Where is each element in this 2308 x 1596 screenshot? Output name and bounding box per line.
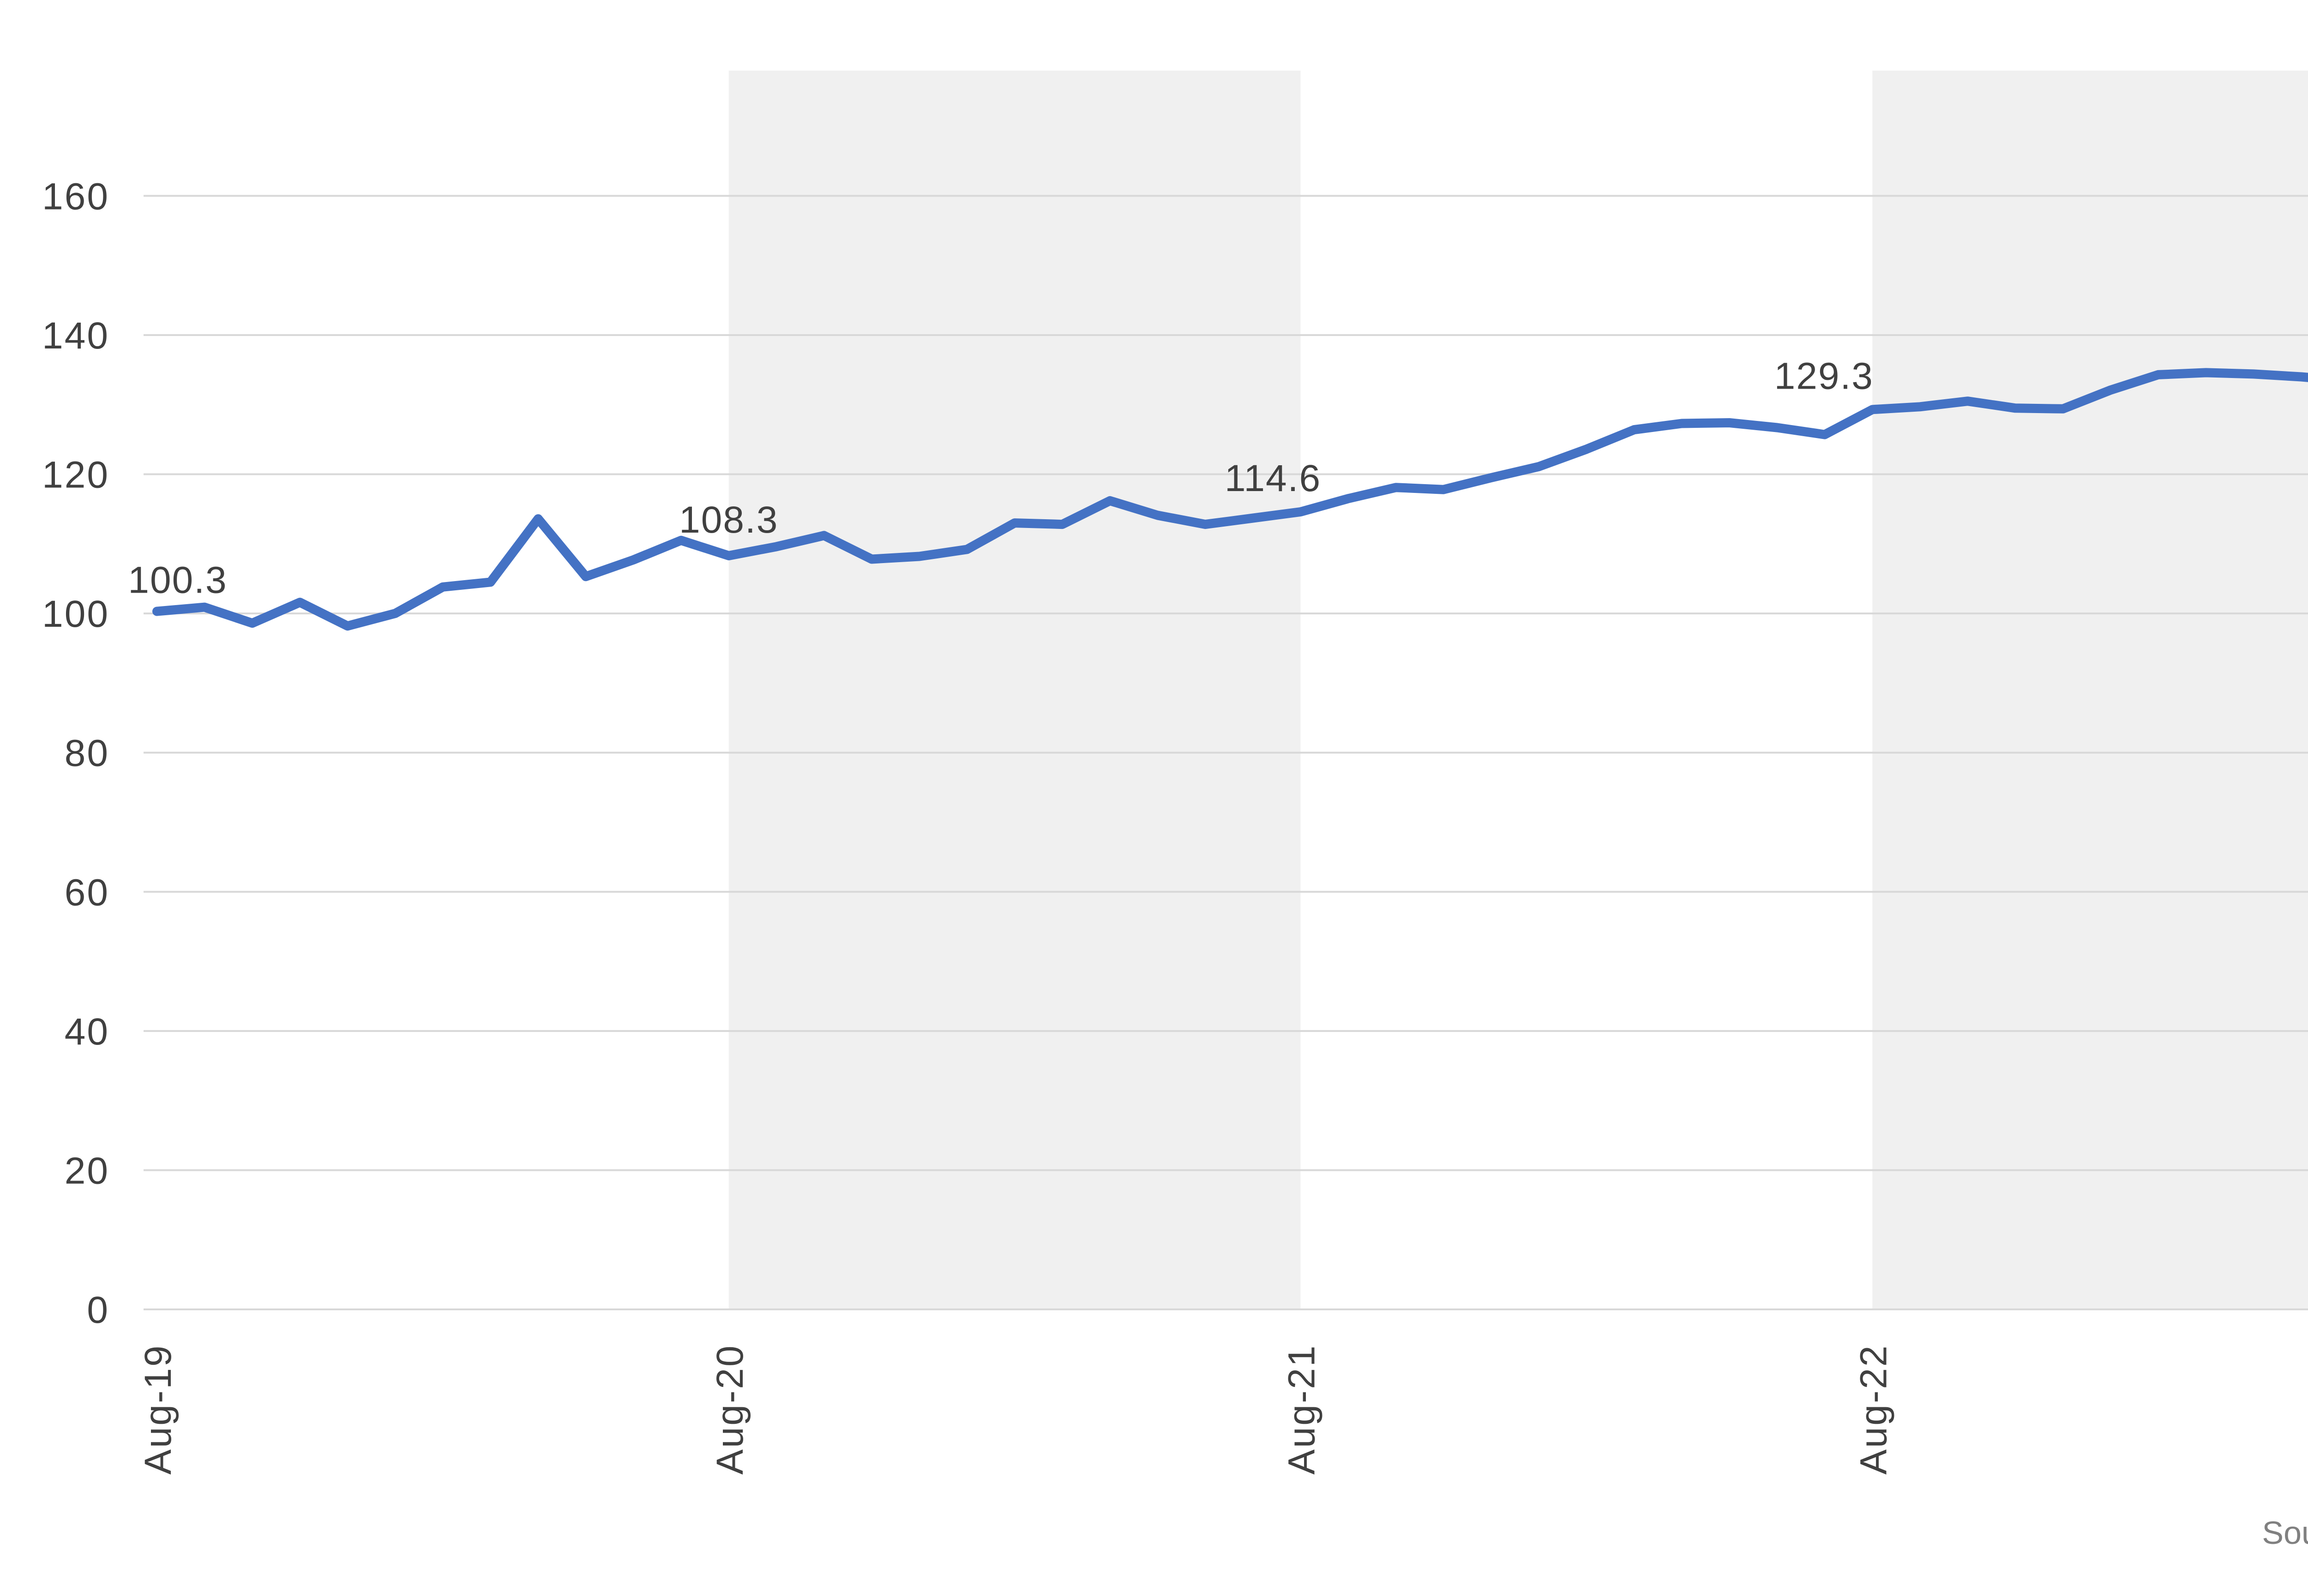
y-tick-label: 100: [42, 593, 109, 635]
y-tick-label: 80: [65, 732, 109, 774]
data-point-label: 108.3: [679, 499, 778, 541]
y-tick-label: 140: [42, 315, 109, 357]
data-point-label: 114.6: [1225, 457, 1321, 499]
series-line: [152, 368, 2308, 631]
shaded-year-bands: [728, 71, 2308, 1309]
y-tick-label: 160: [42, 175, 109, 217]
y-tick-label: 60: [65, 871, 109, 913]
y-tick-label: 20: [65, 1150, 109, 1192]
x-tick-label: Aug-21: [1281, 1344, 1323, 1475]
y-tick-label: 0: [87, 1289, 109, 1331]
y-tick-label: 120: [42, 454, 109, 496]
source-note: Source: Xtime: [2262, 1515, 2308, 1551]
data-point-label: 100.3: [128, 559, 227, 601]
year-band: [728, 71, 1301, 1309]
x-tick-label: Aug-19: [137, 1344, 179, 1475]
y-axis-tick-labels: 0 20 40 60 80 100 120 140 160: [42, 175, 109, 1331]
year-band: [1872, 71, 2308, 1309]
x-tick-label: Aug-22: [1852, 1344, 1894, 1475]
data-point-label: 129.3: [1774, 355, 1874, 397]
y-tick-label: 40: [65, 1011, 109, 1053]
gridlines: [144, 195, 2308, 1310]
data-series-line: [152, 368, 2308, 631]
x-tick-label: Aug-20: [709, 1344, 751, 1475]
